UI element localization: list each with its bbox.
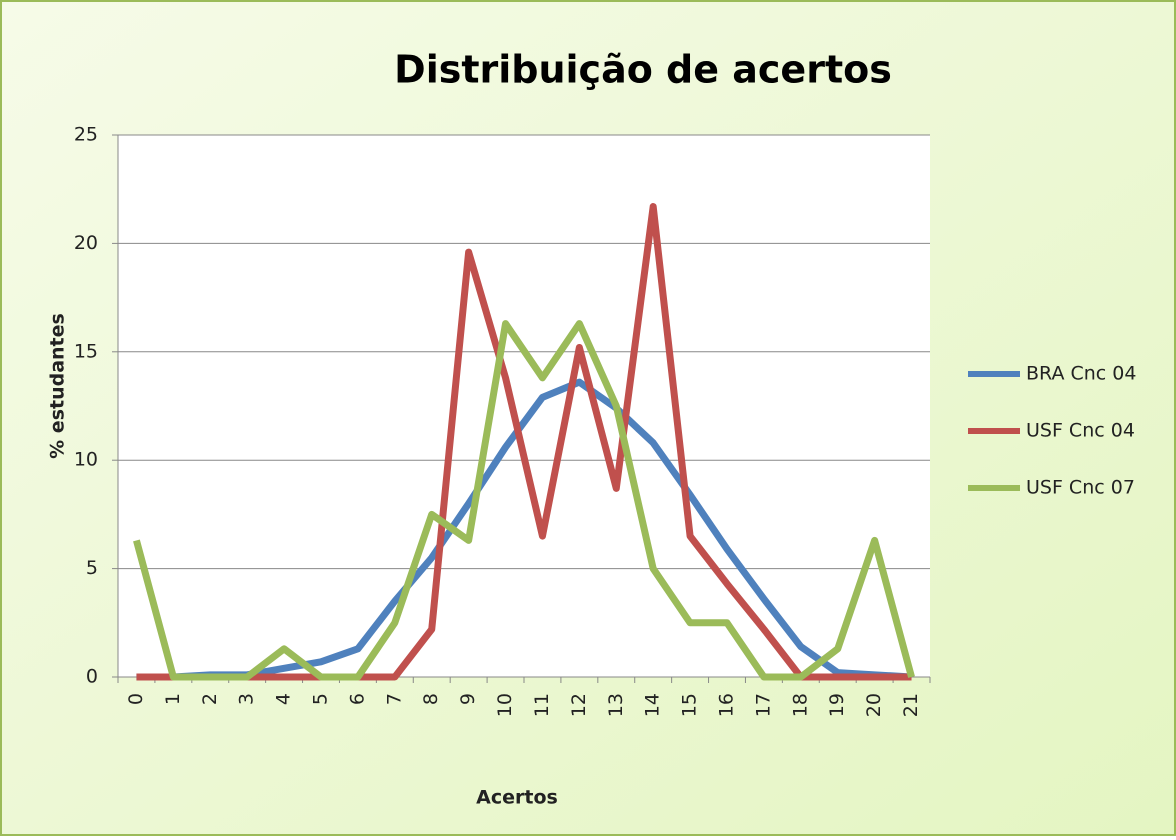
x-tick-label: 12 [568, 693, 590, 717]
x-tick-label: 4 [273, 693, 295, 705]
y-tick-label: 15 [74, 340, 98, 362]
x-axis-label: Acertos [476, 787, 558, 809]
x-tick-label: 10 [494, 693, 516, 717]
x-tick-label: 2 [199, 693, 221, 705]
legend-label: USF Cnc 07 [1026, 477, 1135, 499]
x-tick-label: 18 [789, 693, 811, 717]
y-tick-label: 20 [74, 232, 98, 254]
y-tick-label: 5 [86, 557, 98, 579]
x-tick-label: 16 [716, 693, 738, 717]
x-tick-label: 9 [457, 693, 479, 705]
x-tick-label: 6 [346, 693, 368, 705]
plot-area [118, 135, 930, 677]
x-tick-label: 21 [900, 693, 922, 717]
x-tick-label: 5 [310, 693, 332, 705]
legend-label: USF Cnc 04 [1026, 420, 1135, 442]
y-axis-label: % estudantes [47, 313, 69, 459]
x-tick-label: 8 [420, 693, 442, 705]
y-tick-label: 10 [74, 449, 98, 471]
y-tick-label: 0 [86, 666, 98, 688]
x-tick-label: 15 [679, 693, 701, 717]
x-tick-label: 11 [531, 693, 553, 717]
x-tick-label: 3 [236, 693, 258, 705]
x-tick-label: 14 [642, 693, 664, 717]
x-tick-label: 19 [826, 693, 848, 717]
chart-title: Distribuição de acertos [394, 48, 892, 92]
x-tick-label: 0 [125, 693, 147, 705]
legend-label: BRA Cnc 04 [1026, 363, 1136, 385]
x-tick-label: 1 [162, 693, 184, 705]
x-tick-label: 17 [752, 693, 774, 717]
y-tick-label: 25 [74, 124, 98, 146]
data-line [136, 203, 912, 681]
data-line [136, 378, 912, 681]
data-line [133, 320, 915, 681]
x-tick-label: 13 [605, 693, 627, 717]
x-tick-label: 7 [383, 693, 405, 705]
x-tick-label: 20 [863, 693, 885, 717]
